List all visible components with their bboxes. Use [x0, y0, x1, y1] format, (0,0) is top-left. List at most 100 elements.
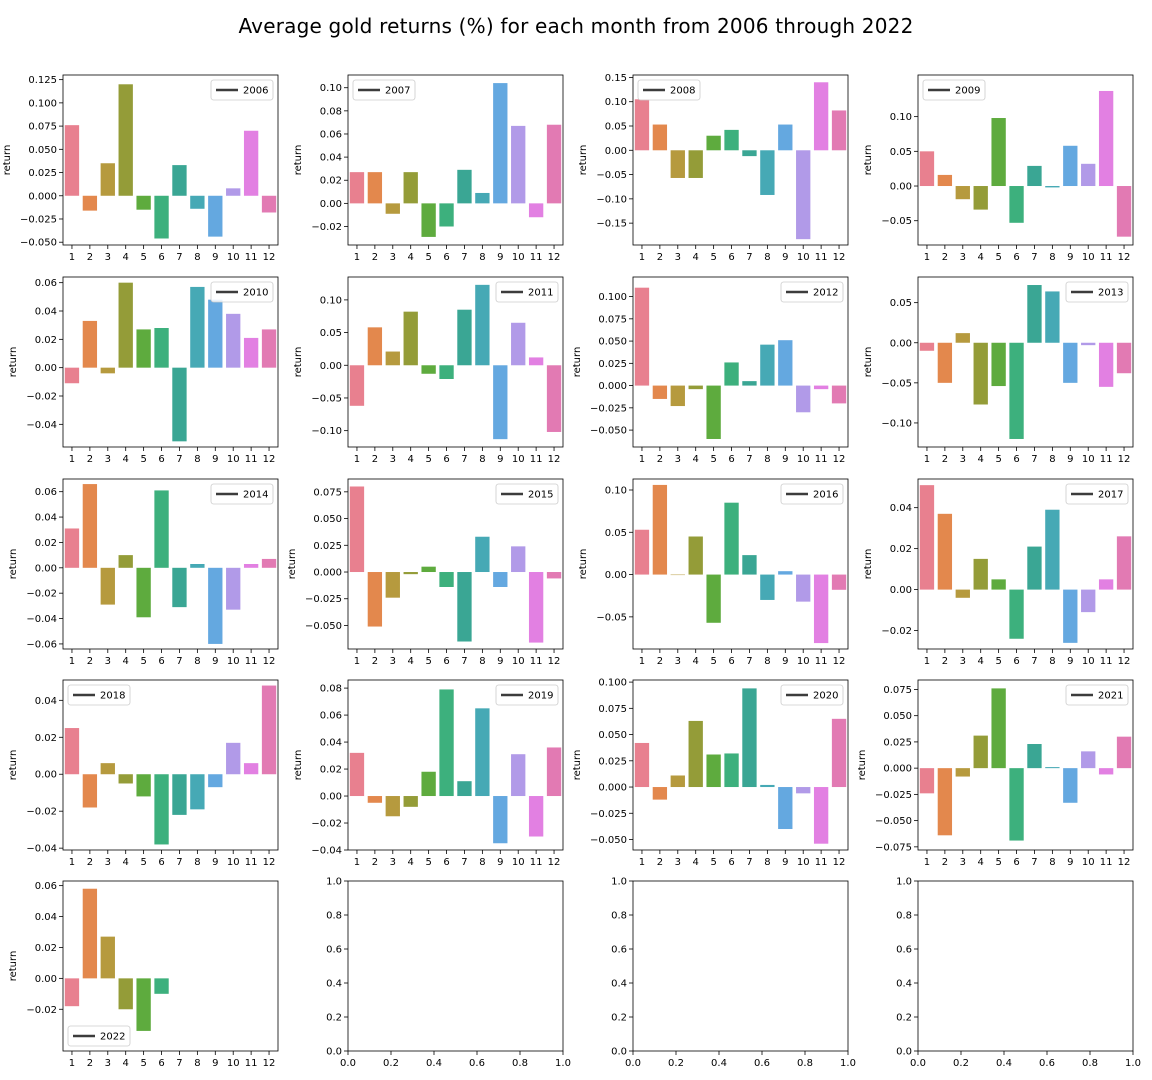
x-tick-label: 11 [245, 1058, 258, 1069]
x-tick-label: 9 [497, 656, 503, 667]
axes-frame [632, 880, 849, 1052]
legend: 2022 [67, 1025, 131, 1047]
x-tick-label: 11 [815, 857, 828, 868]
y-tick-label: 0.2 [326, 1013, 342, 1024]
x-tick-label: 9 [497, 252, 503, 263]
bar-month-9 [778, 571, 793, 575]
legend: 2020 [780, 684, 844, 706]
x-tick-label: 5 [425, 857, 431, 868]
legend-label: 2013 [1098, 288, 1123, 299]
bar-month-5 [136, 978, 151, 1031]
x-tick-label: 4 [123, 857, 129, 868]
bar-month-6 [724, 502, 739, 575]
y-tick-label: 0.2 [611, 1013, 627, 1024]
bar-month-8 [760, 784, 775, 788]
y-tick-label: 0.6 [326, 945, 342, 956]
x-tick-label: 11 [815, 454, 828, 465]
x-tick-label: 8 [479, 656, 485, 667]
y-tick-label: −0.05 [596, 170, 627, 181]
bar-month-4 [688, 536, 703, 575]
y-tick-label: −0.04 [26, 614, 57, 625]
y-tick-label: 0.05 [890, 147, 912, 158]
x-tick-label: 4 [978, 656, 984, 667]
y-tick-label: −0.05 [881, 378, 912, 389]
bar-month-10 [1081, 589, 1096, 613]
y-tick-label: 0.15 [605, 73, 627, 84]
x-tick-label: 12 [1118, 857, 1131, 868]
y-tick-label: 0.04 [35, 912, 57, 923]
x-tick-label: 11 [530, 656, 543, 667]
x-tick-label: 12 [548, 656, 561, 667]
y-tick-label: −0.02 [26, 589, 57, 600]
x-tick-label: 4 [693, 656, 699, 667]
bar-month-9 [208, 567, 223, 644]
bar-month-11 [528, 203, 544, 218]
y-axis-label: return [2, 145, 13, 176]
y-tick-label: −0.050 [590, 835, 627, 846]
legend: 2009 [922, 79, 986, 101]
bar-month-1 [634, 742, 650, 788]
legend-box [67, 684, 131, 706]
x-tick-label: 4 [693, 454, 699, 465]
x-tick-label: 2 [657, 857, 663, 868]
y-tick-label: 0.00 [320, 792, 342, 803]
bar-month-1 [919, 485, 935, 590]
bar-month-11 [528, 572, 544, 643]
x-tick-label: 3 [105, 857, 111, 868]
subplot-2021: 1 2 3 4 5 6 7 8 9 10 11 12−0.075−0.050−0.0250.0000.… [857, 679, 1134, 868]
y-tick-label: 0.075 [883, 685, 912, 696]
x-tick-label: 12 [263, 857, 276, 868]
bar-month-4 [688, 150, 703, 178]
bar-month-6 [439, 572, 454, 587]
x-tick-label: 11 [530, 454, 543, 465]
bar-month-12 [1116, 736, 1132, 769]
x-tick-label: 4 [693, 252, 699, 263]
x-tick-label: 7 [746, 252, 752, 263]
legend: 2016 [780, 483, 844, 505]
y-tick-label: 0.4 [611, 979, 627, 990]
x-tick-label: 9 [782, 857, 788, 868]
subplot-2009: 1 2 3 4 5 6 7 8 9 10 11 12−0.050.000.050.10return20… [863, 74, 1134, 263]
x-tick-label: 2 [657, 454, 663, 465]
x-tick-label: 7 [176, 1058, 182, 1069]
x-tick-label: 4 [693, 857, 699, 868]
bar-month-3 [955, 186, 970, 200]
y-tick-label: −0.05 [881, 216, 912, 227]
bar-month-10 [511, 754, 526, 797]
y-tick-label: 0.00 [890, 338, 912, 349]
y-axis-label: return [8, 549, 19, 580]
axes-frame [632, 276, 849, 448]
bar-month-7 [1027, 165, 1042, 187]
y-tick-label: 0.000 [598, 381, 627, 392]
bar-month-4 [403, 172, 418, 204]
x-tick-label: 5 [710, 857, 716, 868]
bar-month-2 [937, 342, 953, 383]
y-tick-label: 0.6 [896, 945, 912, 956]
x-tick-label: 12 [833, 857, 846, 868]
bar-month-7 [457, 781, 472, 797]
bar-month-8 [190, 564, 205, 568]
x-tick-label: 0.6 [1039, 1058, 1055, 1069]
x-tick-label: 5 [995, 454, 1001, 465]
bar-month-11 [813, 574, 829, 644]
bar-month-12 [261, 329, 277, 368]
legend-box [495, 483, 559, 505]
x-tick-label: 8 [194, 454, 200, 465]
bar-month-6 [154, 774, 169, 845]
y-tick-label: 0.025 [598, 359, 627, 370]
x-tick-label: 0.8 [797, 1058, 813, 1069]
x-tick-label: 5 [140, 252, 146, 263]
bar-month-1 [64, 728, 80, 775]
bar-month-6 [154, 490, 169, 568]
bar-month-7 [457, 572, 472, 642]
axes-frame [62, 880, 279, 1052]
x-tick-label: 0.6 [754, 1058, 770, 1069]
y-tick-label: 0.000 [28, 191, 57, 202]
x-tick-label: 12 [263, 656, 276, 667]
x-tick-label: 2 [87, 656, 93, 667]
bar-month-6 [724, 753, 739, 788]
bar-month-5 [991, 688, 1006, 769]
y-tick-label: −0.050 [875, 816, 912, 827]
bar-month-5 [136, 329, 151, 368]
x-tick-label: 6 [1013, 656, 1019, 667]
